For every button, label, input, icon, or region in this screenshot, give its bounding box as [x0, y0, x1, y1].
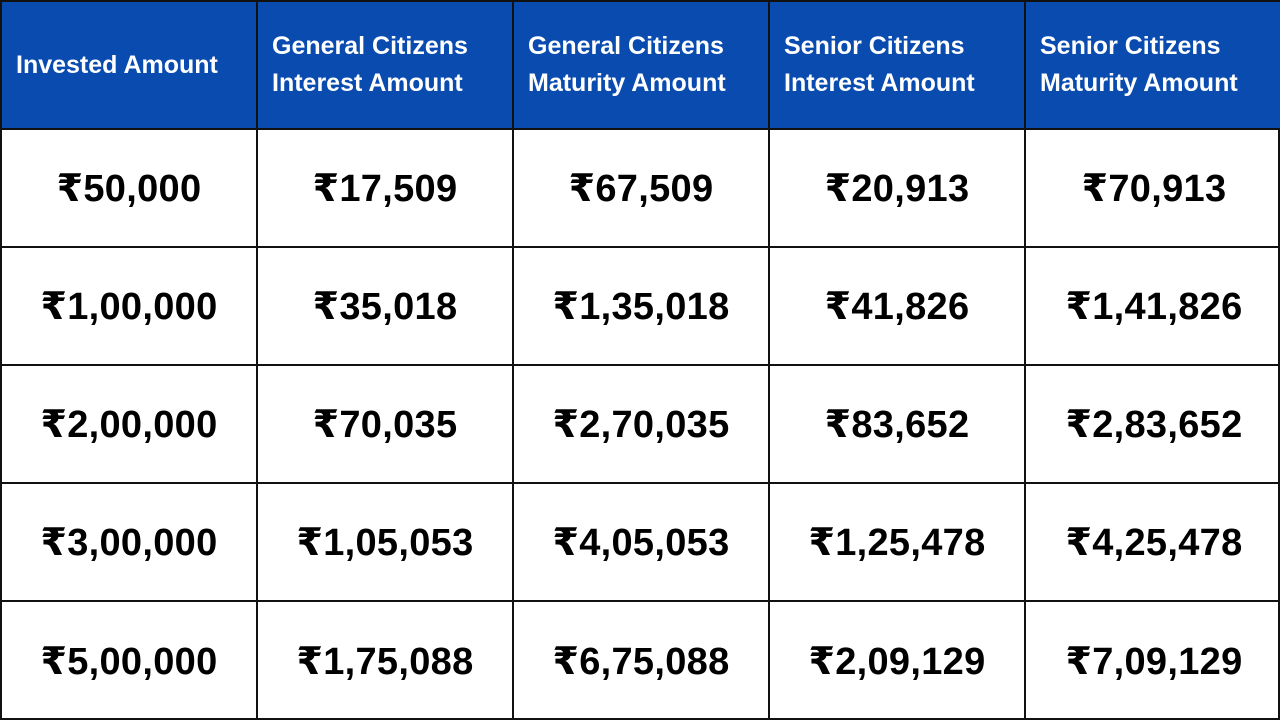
table-cell-invested: ₹2,00,000	[2, 366, 258, 484]
table-cell-senior-maturity: ₹70,913	[1026, 130, 1280, 248]
header-label: Senior Citizens Maturity Amount	[1040, 32, 1238, 97]
table-cell-senior-maturity: ₹2,83,652	[1026, 366, 1280, 484]
header-label: Invested Amount	[16, 50, 218, 79]
table-cell-senior-interest: ₹20,913	[770, 130, 1026, 248]
table-cell-senior-maturity: ₹4,25,478	[1026, 484, 1280, 602]
header-cell-senior-interest: Senior Citizens Interest Amount	[770, 2, 1026, 130]
table-cell-senior-interest: ₹2,09,129	[770, 602, 1026, 720]
header-label: General Citizens Interest Amount	[272, 32, 468, 97]
table-cell-general-interest: ₹1,75,088	[258, 602, 514, 720]
table-cell-general-interest: ₹1,05,053	[258, 484, 514, 602]
table-cell-general-maturity: ₹6,75,088	[514, 602, 770, 720]
header-cell-general-interest: General Citizens Interest Amount	[258, 2, 514, 130]
table-cell-general-interest: ₹35,018	[258, 248, 514, 366]
table-cell-invested: ₹3,00,000	[2, 484, 258, 602]
header-cell-senior-maturity: Senior Citizens Maturity Amount	[1026, 2, 1280, 130]
table-cell-general-interest: ₹70,035	[258, 366, 514, 484]
table-cell-general-maturity: ₹2,70,035	[514, 366, 770, 484]
table-cell-general-maturity: ₹4,05,053	[514, 484, 770, 602]
table-cell-invested: ₹50,000	[2, 130, 258, 248]
table-cell-senior-maturity: ₹1,41,826	[1026, 248, 1280, 366]
header-label: General Citizens Maturity Amount	[528, 32, 726, 97]
table-cell-senior-maturity: ₹7,09,129	[1065, 640, 1243, 683]
header-label: Senior Citizens Interest Amount	[784, 32, 975, 97]
table-cell-senior-interest: ₹41,826	[770, 248, 1026, 366]
table-cell-general-interest: ₹17,509	[258, 130, 514, 248]
table-cell-general-maturity: ₹67,509	[514, 130, 770, 248]
table-cell-invested: ₹1,00,000	[2, 248, 258, 366]
table-cell-general-maturity: ₹1,35,018	[514, 248, 770, 366]
table-cell-senior-interest: ₹1,25,478	[770, 484, 1026, 602]
table-cell-senior-interest: ₹83,652	[770, 366, 1026, 484]
header-cell-general-maturity: General Citizens Maturity Amount	[514, 2, 770, 130]
header-cell-invested-amount: Invested Amount	[2, 2, 258, 130]
table-cell-invested: ₹5,00,000	[2, 602, 258, 720]
